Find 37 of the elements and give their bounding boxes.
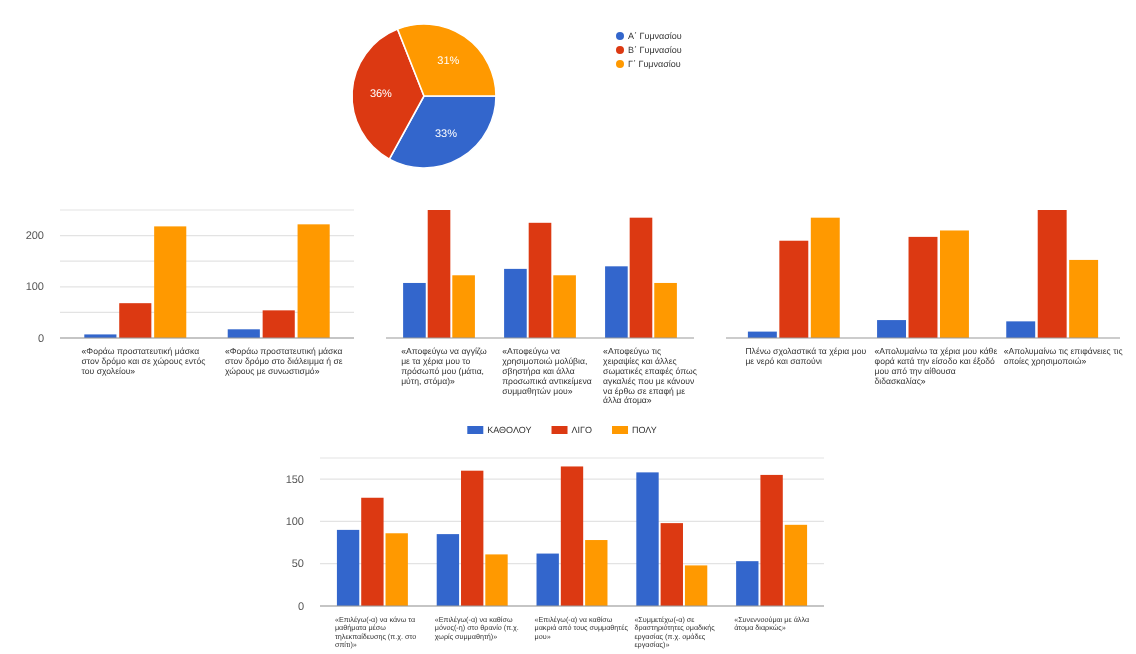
bar — [908, 236, 938, 338]
bar — [536, 553, 559, 606]
bar — [385, 533, 408, 606]
bar — [452, 275, 475, 338]
bar — [361, 497, 384, 606]
bar — [1069, 259, 1099, 338]
bar — [336, 529, 360, 606]
bar — [1006, 321, 1036, 338]
bar — [784, 524, 808, 606]
bar — [427, 210, 451, 338]
bar — [877, 320, 907, 338]
bar — [684, 565, 708, 606]
bar — [504, 268, 527, 338]
bar — [1037, 210, 1067, 338]
bar — [119, 303, 152, 338]
bar — [403, 282, 426, 338]
bar — [939, 230, 969, 338]
bar — [760, 474, 783, 606]
bar — [436, 534, 460, 606]
bar — [297, 224, 330, 338]
bar — [779, 240, 809, 338]
bar — [660, 523, 683, 606]
bar — [629, 217, 653, 338]
bar — [262, 310, 295, 338]
bar — [585, 540, 608, 606]
bar — [227, 329, 260, 338]
bar — [605, 266, 628, 338]
bar — [461, 470, 484, 606]
bar — [560, 466, 584, 606]
bar — [553, 275, 576, 338]
bar — [528, 222, 552, 338]
bar — [485, 554, 508, 606]
bar — [654, 282, 677, 338]
bar — [810, 217, 840, 338]
bar — [736, 561, 759, 606]
bar — [636, 472, 659, 606]
bar — [154, 226, 187, 338]
